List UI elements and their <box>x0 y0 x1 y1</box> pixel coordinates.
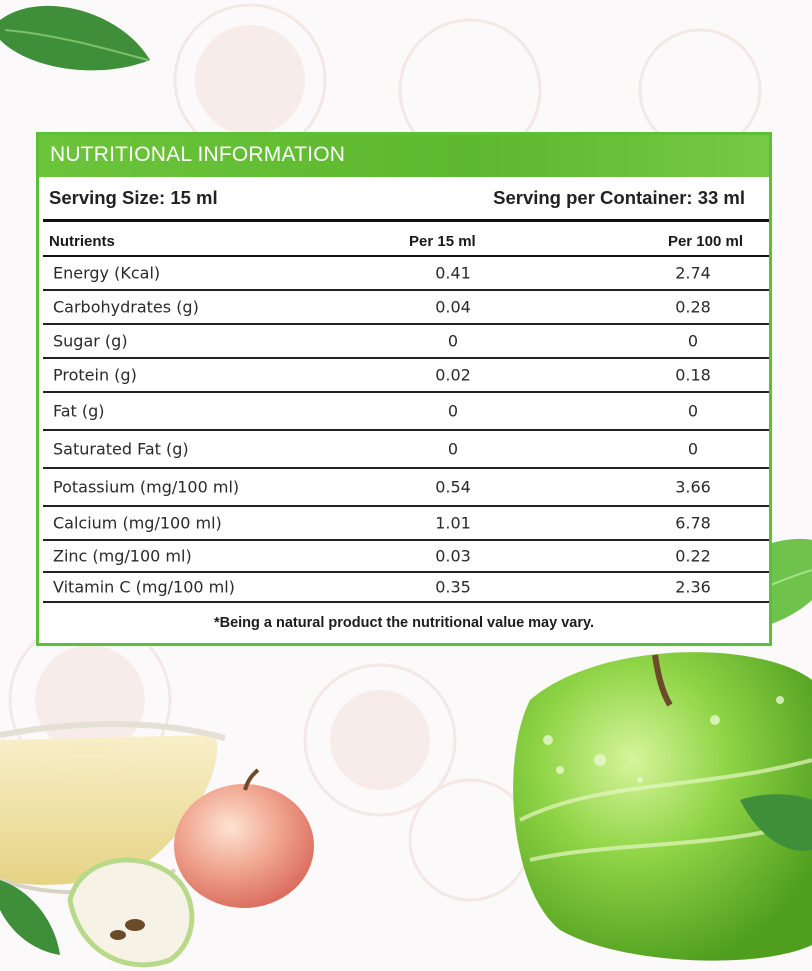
nutrient-name: Saturated Fat (g) <box>53 439 189 459</box>
value-per-15ml: 1.01 <box>435 513 471 533</box>
table-row: Saturated Fat (g) 0 0 <box>43 431 769 469</box>
value-per-100ml: 0 <box>687 439 699 459</box>
value-per-15ml: 0.02 <box>435 365 471 385</box>
serving-size: Serving Size: 15 ml <box>49 187 218 208</box>
panel-header: NUTRITIONAL INFORMATION <box>39 135 769 177</box>
column-header-per-100ml: Per 100 ml <box>667 233 743 250</box>
nutrient-name: Calcium (mg/100 ml) <box>53 513 222 533</box>
table-row: Potassium (mg/100 ml) 0.54 3.66 <box>43 469 769 507</box>
table-row: Protein (g) 0.02 0.18 <box>43 359 769 393</box>
nutrient-name: Vitamin C (mg/100 ml) <box>53 577 235 597</box>
value-per-15ml: 0.35 <box>435 577 471 597</box>
value-per-100ml: 0 <box>687 401 699 421</box>
table-row: Fat (g) 0 0 <box>43 393 769 431</box>
nutrient-name: Fat (g) <box>53 401 105 421</box>
leaf-icon <box>0 5 150 71</box>
value-per-100ml: 3.66 <box>675 477 711 497</box>
nutrient-name: Potassium (mg/100 ml) <box>53 477 240 497</box>
value-per-100ml: 0.28 <box>675 297 711 317</box>
apple-slice-icon <box>0 857 195 968</box>
value-per-15ml: 0 <box>447 331 459 351</box>
value-per-15ml: 0 <box>447 401 459 421</box>
nutrient-name: Carbohydrates (g) <box>53 297 199 317</box>
table-row: Zinc (mg/100 ml) 0.03 0.22 <box>43 541 769 573</box>
value-per-100ml: 6.78 <box>675 513 711 533</box>
value-per-100ml: 2.74 <box>675 263 711 283</box>
table-row: Carbohydrates (g) 0.04 0.28 <box>43 291 769 325</box>
column-header-per-15ml: Per 15 ml <box>409 233 476 250</box>
value-per-15ml: 0.41 <box>435 263 471 283</box>
value-per-100ml: 2.36 <box>675 577 711 597</box>
table-row: Energy (Kcal) 0.41 2.74 <box>43 257 769 291</box>
table-row: Calcium (mg/100 ml) 1.01 6.78 <box>43 507 769 541</box>
nutrient-name: Protein (g) <box>53 365 137 385</box>
nutrient-name: Zinc (mg/100 ml) <box>53 546 192 566</box>
nutrient-name: Energy (Kcal) <box>53 263 161 283</box>
value-per-15ml: 0.03 <box>435 546 471 566</box>
value-per-15ml: 0.54 <box>435 477 471 497</box>
table-row: Sugar (g) 0 0 <box>43 325 769 359</box>
nutrient-name: Sugar (g) <box>53 331 128 351</box>
value-per-15ml: 0.04 <box>435 297 471 317</box>
divider <box>43 219 769 222</box>
nutrition-panel: NUTRITIONAL INFORMATION Serving Size: 15… <box>36 132 772 646</box>
value-per-100ml: 0.18 <box>675 365 711 385</box>
column-header-nutrients: Nutrients <box>49 233 115 250</box>
panel-title: NUTRITIONAL INFORMATION <box>50 143 346 166</box>
value-per-100ml: 0 <box>687 331 699 351</box>
value-per-100ml: 0.22 <box>675 546 711 566</box>
footnote: *Being a natural product the nutritional… <box>213 615 595 631</box>
divider <box>43 255 769 257</box>
value-per-15ml: 0 <box>447 439 459 459</box>
serving-per-container: Serving per Container: 33 ml <box>493 187 745 208</box>
red-apple-icon <box>174 768 314 908</box>
table-row: Vitamin C (mg/100 ml) 0.35 2.36 <box>43 573 769 603</box>
